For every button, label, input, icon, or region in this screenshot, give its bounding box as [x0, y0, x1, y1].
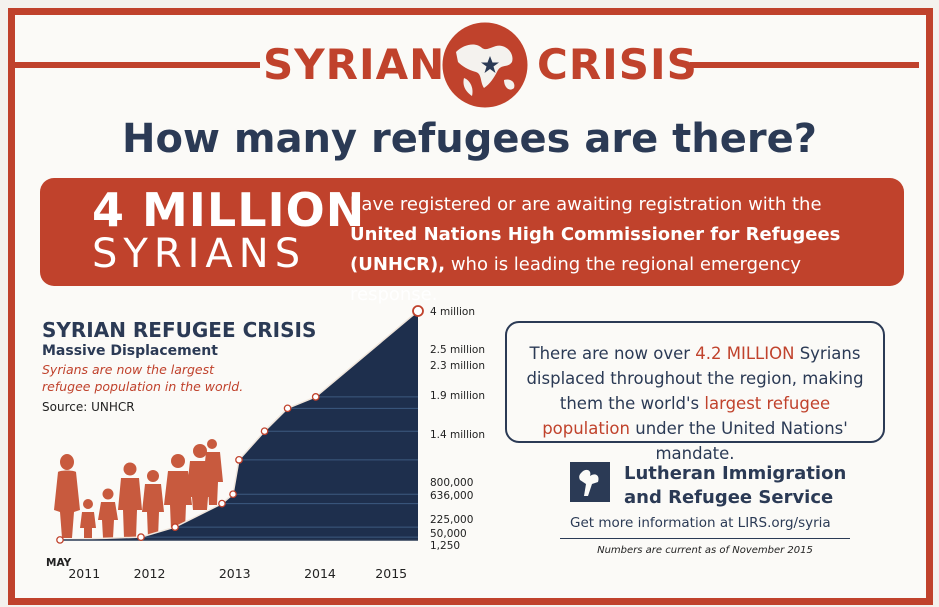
trend-line [59, 310, 419, 541]
data-point-2 [137, 533, 145, 541]
data-point-9 [311, 393, 320, 401]
value-label-2: 50,000 [430, 528, 467, 540]
value-label-9: 2.5 million [430, 344, 485, 356]
value-label-5: 800,000 [430, 477, 473, 489]
value-label-4: 636,000 [430, 490, 473, 502]
title-syrian: SYRIAN [263, 40, 446, 89]
info-highlight-phrase: largest refugee population [542, 394, 831, 438]
stat-banner: 4 MILLION SYRIANS have registered or are… [40, 178, 904, 305]
banner-description: have registered or are awaiting registra… [350, 190, 890, 310]
banner-text-bold: United Nations High Commissioner for Ref… [350, 224, 841, 275]
value-label-10: 4 million [430, 306, 475, 318]
info-text-3: under the United Nations' mandate. [630, 419, 848, 463]
chart-note: Syrians are now the largest refugee popu… [42, 362, 244, 394]
data-point-6 [235, 455, 243, 464]
x-tick-2013: 2013 [219, 566, 251, 581]
x-tick-2015: 2015 [375, 566, 407, 581]
x-tick-2012: 2012 [134, 566, 166, 581]
chart-title: SYRIAN REFUGEE CRISIS [42, 318, 317, 342]
lirs-torch-logo-icon [570, 462, 610, 502]
title-crisis: CRISIS [537, 40, 698, 89]
x-start-label: MAY [46, 557, 72, 569]
banner-big-number: 4 MILLION [92, 183, 366, 237]
info-text-2: Syrians displaced throughout the region,… [526, 344, 864, 413]
data-point-4 [218, 499, 226, 508]
chart-subtitle: Massive Displacement [42, 343, 218, 359]
x-tick-2011: 2011 [68, 566, 100, 581]
value-label-3: 225,000 [430, 514, 473, 526]
value-label-6: 1.4 million [430, 429, 485, 441]
data-point-8 [283, 404, 292, 413]
footer-divider [560, 538, 850, 539]
value-label-8: 2.3 million [430, 360, 485, 372]
area-fill [60, 311, 418, 540]
org-name-line1: Lutheran Immigration [624, 463, 847, 484]
title-rule-right [690, 62, 919, 68]
banner-text-part2: who is leading the regional emergency re… [350, 254, 802, 305]
chart-source: Source: UNHCR [42, 400, 135, 414]
x-tick-2014: 2014 [304, 566, 336, 581]
data-point-1 [56, 536, 64, 544]
data-point-3 [171, 523, 179, 531]
value-label-1: 1,250 [430, 540, 460, 552]
banner-big-label: SYRIANS [92, 231, 307, 277]
currency-footnote: Numbers are current as of November 2015 [597, 545, 813, 556]
refugee-silhouettes-icon [54, 439, 223, 538]
main-question: How many refugees are there? [122, 116, 817, 162]
banner-text-part1: have registered or are awaiting registra… [350, 194, 822, 215]
info-highlight-number: 4.2 MILLION [695, 344, 795, 363]
org-name: Lutheran Immigration and Refugee Service [624, 462, 846, 510]
more-info-link[interactable]: Get more information at LIRS.org/syria [570, 515, 831, 531]
globe-icon [442, 22, 528, 108]
info-text-1: There are now over [529, 344, 696, 363]
data-point-5 [229, 490, 237, 499]
org-name-line2: and Refugee Service [624, 487, 834, 508]
title-rule-left [15, 62, 260, 68]
data-point-10 [412, 305, 424, 317]
displacement-info-box: There are now over 4.2 MILLION Syrians d… [505, 321, 885, 463]
value-label-7: 1.9 million [430, 390, 485, 402]
data-point-7 [260, 427, 269, 436]
